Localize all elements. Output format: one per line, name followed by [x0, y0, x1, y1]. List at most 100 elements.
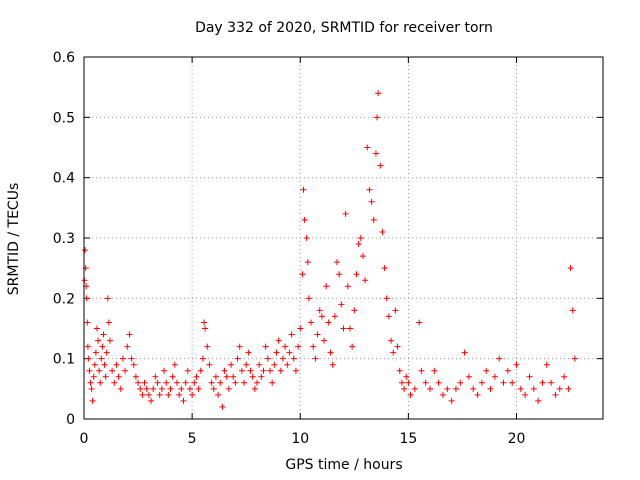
y-axis-label: SRMTID / TECUs [6, 183, 22, 296]
data-point [359, 253, 366, 260]
data-point [452, 385, 459, 392]
data-point [392, 307, 399, 314]
data-point [303, 235, 310, 241]
data-point [103, 349, 110, 356]
data-point [439, 391, 446, 398]
data-point [184, 367, 191, 374]
data-point [355, 241, 362, 248]
data-point [295, 343, 302, 350]
data-point [504, 367, 511, 374]
data-point [223, 373, 230, 380]
y-tick-label: 0.5 [53, 110, 75, 126]
data-point [308, 319, 315, 326]
data-point [381, 265, 388, 272]
data-points [81, 90, 578, 410]
data-point [422, 379, 429, 386]
data-point [344, 283, 351, 290]
data-point [225, 385, 232, 392]
x-tick-label: 15 [399, 431, 417, 447]
data-point [176, 391, 183, 398]
data-point [156, 391, 163, 398]
data-point [496, 355, 503, 362]
data-point [104, 295, 111, 302]
data-point [465, 373, 472, 380]
data-point [314, 331, 321, 338]
data-point [411, 385, 418, 392]
data-point [269, 379, 276, 386]
data-point [273, 349, 280, 356]
data-point [202, 325, 209, 332]
data-point [245, 349, 252, 356]
data-point [316, 307, 323, 314]
data-point [105, 319, 112, 326]
data-point [122, 367, 129, 374]
data-point [124, 343, 131, 350]
data-point [163, 379, 170, 386]
data-point [251, 385, 258, 392]
data-point [427, 385, 433, 392]
data-point [561, 373, 568, 380]
data-point [106, 337, 113, 344]
data-point [111, 379, 118, 386]
data-point [95, 337, 102, 344]
data-point [230, 373, 237, 380]
data-point [247, 367, 254, 374]
data-point [284, 361, 291, 368]
data-point [275, 337, 282, 344]
data-point [543, 361, 550, 368]
data-point [113, 361, 120, 368]
data-point [457, 379, 464, 386]
data-point [372, 150, 379, 157]
plot-frame [83, 56, 604, 420]
data-point [126, 331, 133, 338]
y-tick-label: 0.3 [53, 231, 75, 247]
data-point [390, 349, 397, 356]
data-point [84, 319, 91, 326]
data-point [416, 319, 423, 326]
data-point [212, 373, 219, 380]
data-point [186, 385, 193, 392]
data-point [243, 361, 250, 368]
data-point [301, 216, 308, 223]
data-point [191, 379, 198, 386]
data-point [82, 247, 89, 254]
data-point [189, 391, 196, 398]
data-point [539, 379, 546, 386]
data-point [513, 361, 520, 368]
data-point [556, 385, 563, 392]
data-point [418, 367, 425, 374]
data-point [193, 373, 200, 380]
chart-title: Day 332 of 2020, SRMTID for receiver tor… [195, 20, 493, 36]
data-point [388, 337, 395, 344]
x-tick-label: 5 [188, 431, 197, 447]
data-point [119, 355, 126, 362]
data-point [375, 90, 382, 97]
data-point [548, 379, 555, 386]
y-tick-label: 0.6 [53, 50, 75, 66]
data-point [299, 271, 306, 278]
data-point [262, 343, 269, 350]
data-point [530, 385, 537, 392]
data-point [431, 367, 438, 374]
data-point [150, 385, 157, 392]
data-point [310, 343, 317, 350]
data-point [552, 391, 559, 398]
data-point [266, 367, 273, 374]
data-point [567, 265, 574, 272]
data-point [135, 379, 142, 386]
data-point [241, 379, 248, 386]
data-point [254, 379, 260, 386]
data-point [167, 385, 174, 392]
data-point [435, 379, 442, 386]
data-point [277, 367, 284, 374]
data-point [137, 385, 144, 392]
data-point [219, 403, 226, 410]
data-point [258, 373, 265, 380]
data-point [221, 367, 228, 374]
y-tick-label: 0 [66, 412, 75, 428]
data-point [403, 373, 410, 380]
data-point [318, 313, 325, 320]
data-point [228, 361, 235, 368]
data-point [383, 295, 390, 302]
data-point [312, 355, 319, 362]
